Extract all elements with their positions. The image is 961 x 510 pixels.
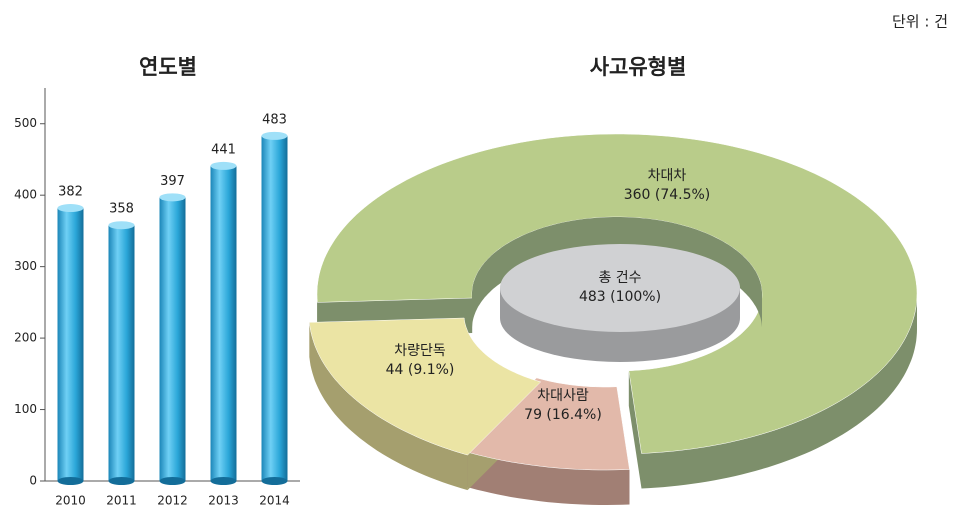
- value-label: 441: [211, 142, 236, 157]
- slice-value-label: 44 (9.1%): [386, 362, 455, 378]
- unit-note: 단위 : 건: [892, 13, 948, 31]
- y-tick-label: 400: [14, 188, 37, 202]
- slice-side: [641, 294, 917, 489]
- slice-label: 차대사람: [537, 388, 589, 404]
- bar-base: [261, 477, 288, 485]
- bar-cap: [108, 221, 135, 230]
- slice-label: 차량단독: [394, 343, 446, 359]
- donut-slice: [309, 317, 542, 456]
- bar-cap: [57, 204, 84, 213]
- y-tick-label: 0: [29, 474, 37, 488]
- y-tick-label: 200: [14, 331, 37, 345]
- y-tick-label: 500: [14, 116, 37, 130]
- slice-side: [309, 322, 468, 491]
- bar-base: [210, 477, 237, 485]
- slice-edge: [628, 370, 642, 489]
- y-tick-label: 300: [14, 259, 37, 273]
- donut-slice: [316, 133, 918, 454]
- slice-value-label: 79 (16.4%): [524, 407, 602, 423]
- bar: [210, 165, 237, 482]
- slice-side: [463, 451, 630, 505]
- x-tick-label: 2010: [55, 494, 86, 508]
- bar: [57, 208, 84, 481]
- inner-wall: [472, 217, 762, 329]
- value-label: 382: [58, 185, 83, 200]
- value-label: 483: [262, 112, 287, 127]
- value-label: 397: [160, 174, 185, 189]
- x-tick-label: 2011: [106, 494, 137, 508]
- center-top: [500, 244, 740, 332]
- x-tick-label: 2014: [259, 494, 290, 508]
- slice-label: 차대차: [648, 168, 687, 184]
- bar-base: [159, 477, 186, 485]
- center-label: 총 건수: [598, 270, 641, 286]
- y-tick-label: 100: [14, 402, 37, 416]
- x-tick-label: 2012: [157, 494, 188, 508]
- bar-cap: [261, 131, 288, 140]
- bar-base: [108, 477, 135, 485]
- bar: [108, 225, 135, 481]
- value-label: 358: [109, 202, 134, 217]
- bar-cap: [159, 193, 186, 202]
- chart-title: 연도별: [139, 55, 197, 79]
- bar: [159, 197, 186, 482]
- bar-cap: [210, 161, 237, 170]
- bar-base: [57, 477, 84, 485]
- slice-value-label: 360 (74.5%): [624, 187, 711, 203]
- bar: [261, 135, 288, 481]
- center-total: 483 (100%): [579, 289, 661, 305]
- chart-title: 사고유형별: [590, 55, 687, 79]
- x-tick-label: 2013: [208, 494, 239, 508]
- donut-slice: [463, 377, 630, 471]
